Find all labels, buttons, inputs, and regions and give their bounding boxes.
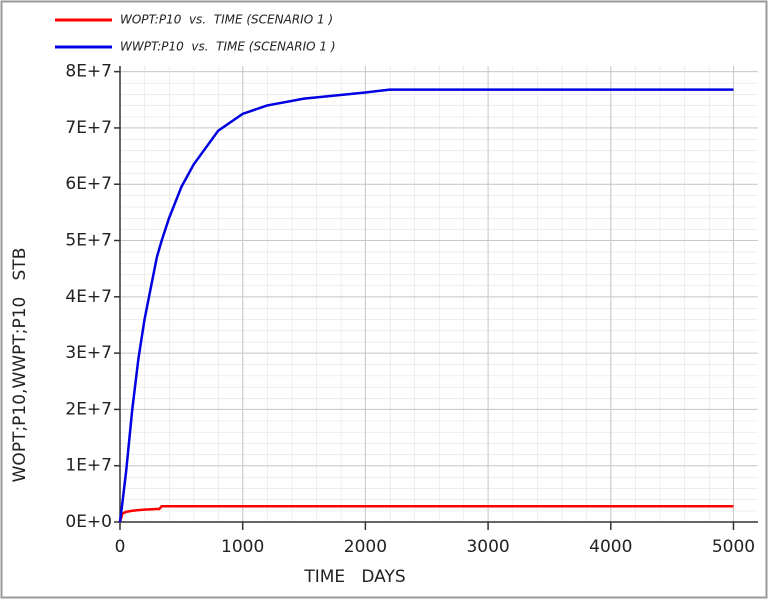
x-tick-label: 3000 [466, 537, 509, 557]
x-tick-label: 2000 [344, 537, 387, 557]
y-tick-label: 3E+7 [65, 343, 112, 363]
y-tick-label: 4E+7 [65, 287, 112, 307]
series-line [118, 504, 734, 523]
y-tick-label: 1E+7 [65, 456, 112, 476]
legend-label: WOPT:P10 vs. TIME (SCENARIO 1 ) [120, 13, 333, 27]
x-axis-label: TIME DAYS [303, 567, 405, 587]
x-tick-label: 1000 [221, 537, 264, 557]
y-tick-label: 5E+7 [65, 231, 112, 251]
x-tick-label: 5000 [712, 537, 755, 557]
y-tick-label: 7E+7 [65, 118, 112, 138]
y-axis-label: WOPT;P10,WWPT;P10 STB [10, 248, 30, 483]
x-tick-label: 4000 [589, 537, 632, 557]
minor-grid [120, 66, 758, 522]
y-tick-label: 0E+0 [65, 512, 112, 532]
y-tick-label: 2E+7 [65, 399, 112, 419]
x-tick-label: 0 [115, 537, 126, 557]
y-tick-label: 8E+7 [65, 62, 112, 82]
legend-label: WWPT:P10 vs. TIME (SCENARIO 1 ) [120, 40, 336, 54]
series-line [118, 88, 734, 523]
y-tick-label: 6E+7 [65, 174, 112, 194]
